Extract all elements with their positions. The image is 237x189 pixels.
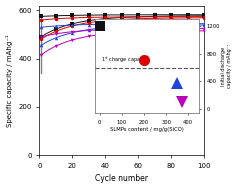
Y-axis label: Specific capacity / mAhg⁻¹: Specific capacity / mAhg⁻¹ — [5, 34, 13, 127]
X-axis label: Cycle number: Cycle number — [95, 174, 148, 184]
